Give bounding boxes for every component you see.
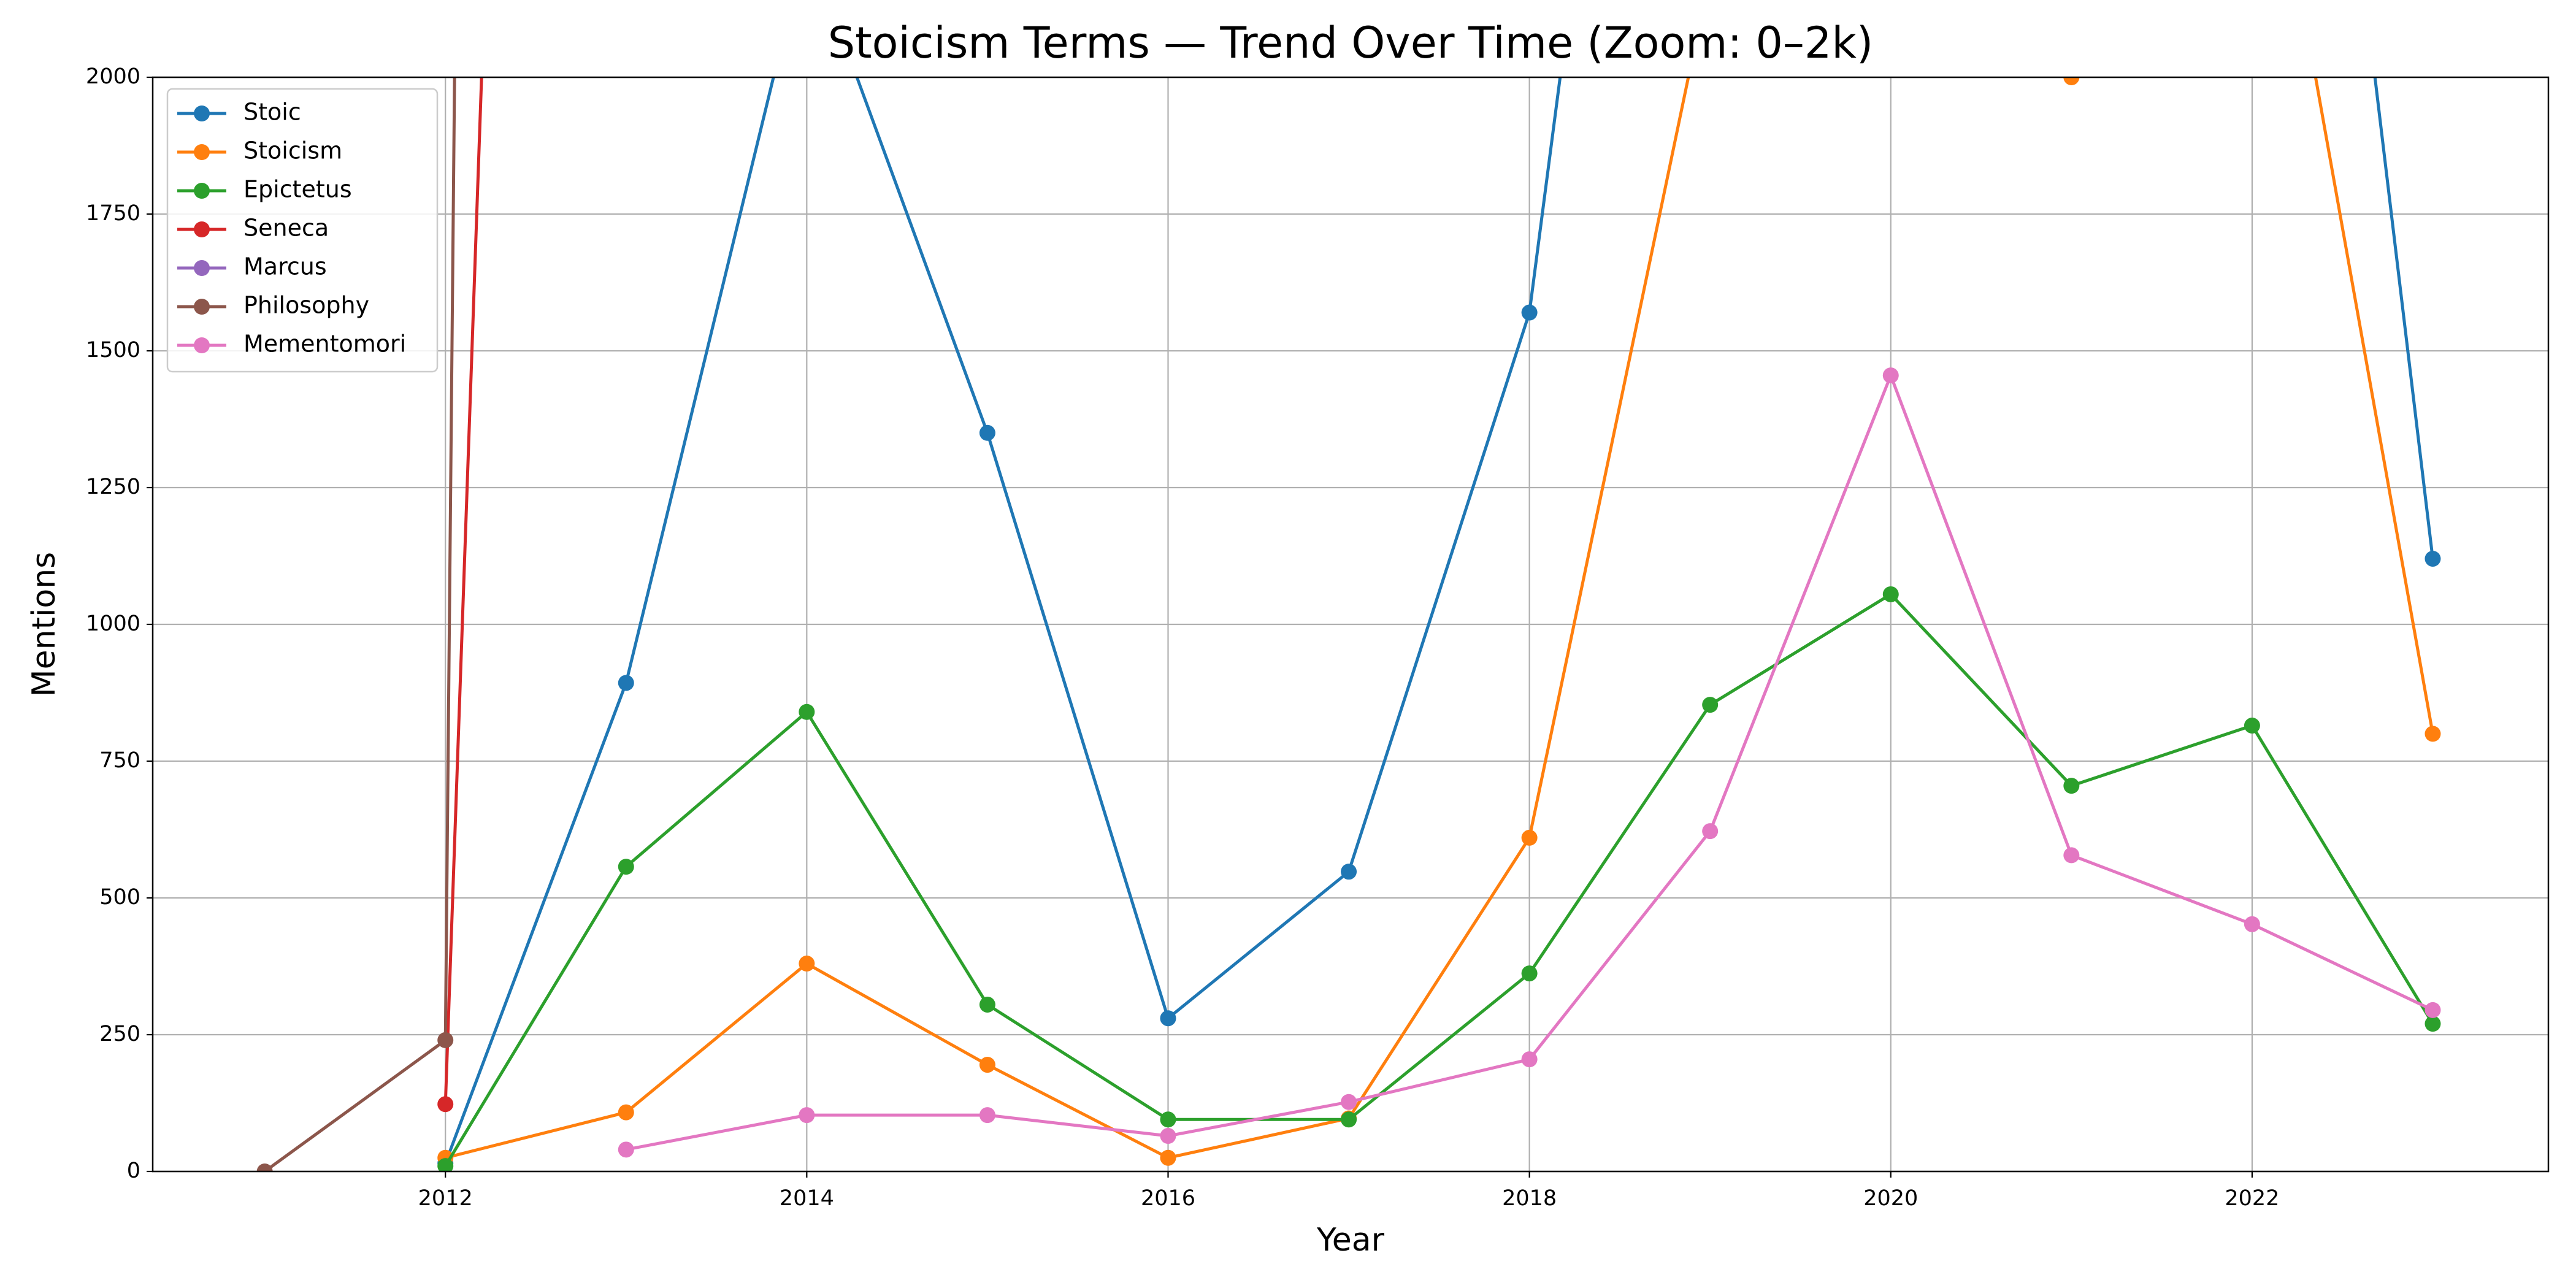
- data-point: [979, 996, 995, 1013]
- legend-marker: [194, 183, 210, 199]
- y-tick-label: 1000: [86, 611, 140, 636]
- data-point: [979, 424, 995, 441]
- series-line: [443, 77, 2434, 1164]
- data-point: [2244, 718, 2260, 734]
- data-point: [979, 1057, 995, 1073]
- data-point: [1521, 304, 1538, 321]
- y-tick-label: 1250: [86, 475, 140, 499]
- chart-title: Stoicism Terms — Trend Over Time (Zoom: …: [828, 18, 1874, 68]
- data-point: [2244, 916, 2260, 932]
- data-point: [2063, 778, 2080, 794]
- data-point: [437, 1096, 454, 1113]
- data-point: [1160, 1010, 1176, 1027]
- legend-label: Stoic: [243, 99, 301, 126]
- data-point: [2425, 1016, 2441, 1032]
- legend-marker: [194, 144, 210, 160]
- data-point: [2425, 726, 2441, 742]
- data-point: [618, 1104, 634, 1121]
- data-point: [2063, 77, 2080, 85]
- x-axis-label: Year: [1316, 1222, 1385, 1259]
- data-point: [618, 1141, 634, 1158]
- data-point: [2425, 1002, 2441, 1018]
- y-axis-label: Mentions: [26, 552, 63, 697]
- data-point: [979, 1107, 995, 1124]
- series-line: [444, 592, 2434, 1167]
- x-tick-label: 2012: [418, 1186, 473, 1211]
- legend-label: Stoicism: [243, 137, 342, 164]
- data-point: [437, 1032, 454, 1048]
- data-point: [799, 956, 815, 972]
- plot-area: [256, 77, 2441, 1171]
- x-tick-label: 2014: [780, 1186, 834, 1211]
- data-point: [799, 1107, 815, 1124]
- y-tick-label: 2000: [86, 64, 140, 89]
- x-tick-label: 2018: [1502, 1186, 1557, 1211]
- data-point: [618, 675, 634, 691]
- legend-marker: [194, 221, 210, 237]
- y-tick-label: 250: [99, 1022, 140, 1046]
- x-tick-label: 2020: [1863, 1186, 1918, 1211]
- data-point: [256, 1163, 273, 1171]
- legend: Stoic Stoicism Epictetus Seneca Marcus Philos…: [166, 88, 439, 373]
- series-line: [445, 77, 2434, 1160]
- data-point: [1341, 864, 1357, 880]
- legend-label: Philosophy: [243, 292, 369, 319]
- legend-label: Marcus: [243, 253, 327, 280]
- data-point: [1521, 829, 1538, 846]
- legend-label: Mementomori: [243, 331, 406, 358]
- data-point: [1160, 1111, 1176, 1128]
- legend-label: Seneca: [243, 215, 329, 242]
- x-tick-label: 2016: [1141, 1186, 1195, 1211]
- data-point: [1341, 1094, 1357, 1110]
- data-point: [1521, 965, 1538, 982]
- legend-marker: [194, 337, 210, 353]
- data-point: [1702, 697, 1719, 713]
- data-point: [799, 703, 815, 720]
- data-point: [1702, 823, 1719, 840]
- data-point: [1882, 367, 1899, 384]
- data-point: [1160, 1149, 1176, 1166]
- x-tick-label: 2022: [2225, 1186, 2279, 1211]
- y-tick-label: 1500: [86, 338, 140, 362]
- legend-marker: [194, 260, 210, 276]
- legend-box: [166, 88, 439, 373]
- ticks: 0 250 500 750 1000 1250 1500 1750 2000 2012 2014 20…: [86, 64, 2280, 1211]
- legend-label: Epictetus: [243, 176, 352, 203]
- legend-marker: [194, 105, 210, 121]
- legend-marker: [194, 299, 210, 315]
- series-line: [443, 77, 483, 1105]
- data-point: [2425, 550, 2441, 567]
- data-point: [1160, 1128, 1176, 1144]
- y-tick-label: 0: [127, 1159, 140, 1183]
- data-point: [1521, 1051, 1538, 1068]
- data-point: [618, 859, 634, 875]
- data-point: [2063, 847, 2080, 864]
- data-point: [1341, 1111, 1357, 1128]
- data-point: [1882, 586, 1899, 602]
- y-tick-label: 750: [99, 748, 140, 773]
- y-tick-label: 1750: [86, 201, 140, 226]
- y-tick-label: 500: [99, 885, 140, 910]
- data-point: [437, 1158, 454, 1171]
